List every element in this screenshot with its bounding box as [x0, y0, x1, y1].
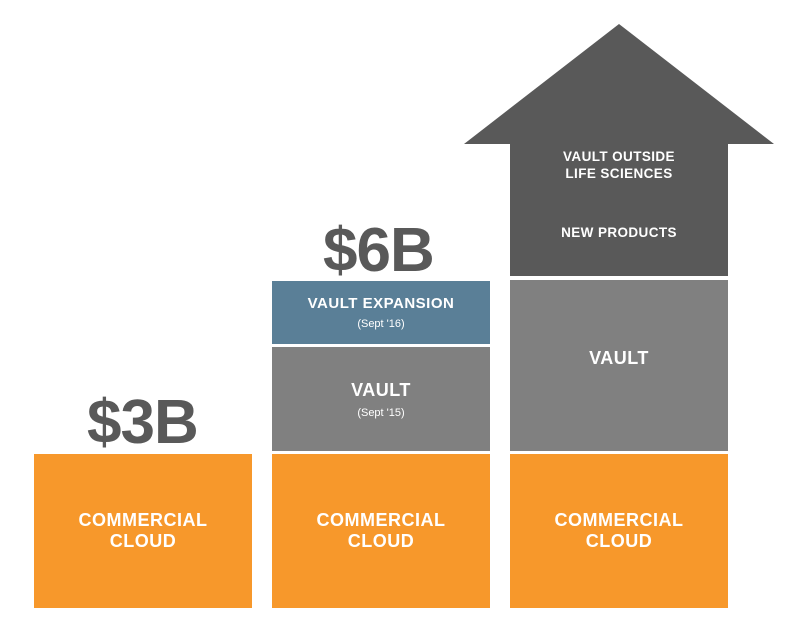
vault-expansion-block: VAULT EXPANSION (Sept '16)	[272, 281, 490, 344]
block-sublabel: (Sept '16)	[357, 318, 405, 330]
block-label: COMMERCIAL CLOUD	[554, 510, 684, 551]
amount-3b: $3B	[87, 388, 199, 457]
arrow-label-vault-outside-life-sciences: VAULT OUTSIDE LIFE SCIENCES	[563, 149, 675, 181]
block-label: COMMERCIAL CLOUD	[78, 510, 208, 551]
block-sublabel: (Sept '15)	[357, 406, 405, 419]
commercial-cloud-block: COMMERCIAL CLOUD	[272, 454, 490, 608]
vault-block: VAULT (Sept '15)	[272, 347, 490, 451]
arrow-label-new-products: NEW PRODUCTS	[561, 225, 677, 240]
commercial-cloud-block: COMMERCIAL CLOUD	[34, 454, 252, 608]
block-label: COMMERCIAL CLOUD	[316, 510, 446, 551]
vault-block: VAULT	[510, 280, 728, 451]
block-label: VAULT	[351, 379, 411, 400]
commercial-cloud-block: COMMERCIAL CLOUD	[510, 454, 728, 608]
amount-6b: $6B	[323, 216, 435, 285]
growth-arrow-shape	[464, 24, 774, 276]
block-label: VAULT EXPANSION	[307, 295, 455, 312]
block-label: VAULT	[589, 348, 649, 368]
